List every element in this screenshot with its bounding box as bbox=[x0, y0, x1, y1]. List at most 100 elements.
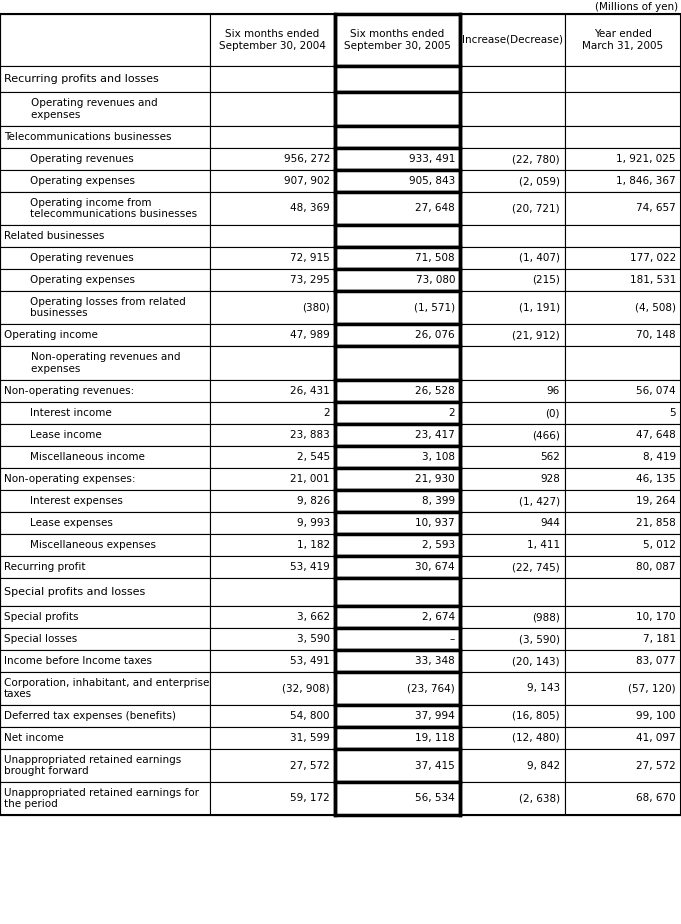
Bar bbox=[0, 749, 210, 782]
Bar bbox=[565, 512, 681, 534]
Text: Operating revenues and
    expenses: Operating revenues and expenses bbox=[18, 98, 157, 120]
Bar bbox=[335, 380, 460, 402]
Bar bbox=[0, 402, 210, 424]
Bar bbox=[565, 66, 681, 92]
Bar bbox=[565, 749, 681, 782]
Text: 905, 843: 905, 843 bbox=[409, 176, 455, 186]
Bar bbox=[335, 446, 460, 468]
Text: 19, 264: 19, 264 bbox=[636, 496, 676, 506]
Text: 177, 022: 177, 022 bbox=[630, 253, 676, 263]
Text: Year ended
March 31, 2005: Year ended March 31, 2005 bbox=[582, 29, 663, 51]
Bar bbox=[210, 556, 335, 578]
Text: 70, 148: 70, 148 bbox=[636, 330, 676, 340]
Text: Interest expenses: Interest expenses bbox=[4, 496, 123, 506]
Bar bbox=[210, 380, 335, 402]
Bar bbox=[565, 192, 681, 225]
Bar bbox=[210, 534, 335, 556]
Text: 59, 172: 59, 172 bbox=[290, 794, 330, 804]
Bar bbox=[0, 192, 210, 225]
Bar bbox=[460, 512, 565, 534]
Text: Recurring profits and losses: Recurring profits and losses bbox=[4, 74, 159, 84]
Bar bbox=[335, 727, 460, 749]
Bar bbox=[0, 247, 210, 269]
Bar bbox=[565, 727, 681, 749]
Text: (1, 191): (1, 191) bbox=[519, 302, 560, 312]
Text: Operating revenues: Operating revenues bbox=[4, 154, 133, 164]
Bar bbox=[335, 14, 460, 66]
Bar bbox=[335, 247, 460, 269]
Bar bbox=[210, 192, 335, 225]
Text: 80, 087: 80, 087 bbox=[637, 562, 676, 572]
Bar bbox=[335, 727, 460, 749]
Bar bbox=[0, 269, 210, 291]
Text: Lease income: Lease income bbox=[4, 430, 101, 440]
Bar bbox=[210, 749, 335, 782]
Bar bbox=[565, 650, 681, 672]
Text: Non-operating revenues:: Non-operating revenues: bbox=[4, 386, 134, 396]
Bar bbox=[335, 92, 460, 126]
Bar bbox=[210, 324, 335, 346]
Text: 928: 928 bbox=[540, 474, 560, 484]
Bar bbox=[335, 424, 460, 446]
Text: 2: 2 bbox=[448, 408, 455, 418]
Text: 21, 858: 21, 858 bbox=[636, 518, 676, 528]
Text: 2, 674: 2, 674 bbox=[422, 612, 455, 622]
Bar bbox=[565, 126, 681, 148]
Bar bbox=[210, 468, 335, 490]
Bar bbox=[335, 705, 460, 727]
Text: 48, 369: 48, 369 bbox=[290, 203, 330, 213]
Bar bbox=[460, 490, 565, 512]
Text: 83, 077: 83, 077 bbox=[636, 656, 676, 666]
Text: 5: 5 bbox=[669, 408, 676, 418]
Text: 8, 399: 8, 399 bbox=[422, 496, 455, 506]
Text: 26, 431: 26, 431 bbox=[290, 386, 330, 396]
Text: 31, 599: 31, 599 bbox=[290, 733, 330, 743]
Bar bbox=[210, 446, 335, 468]
Bar bbox=[565, 92, 681, 126]
Text: 72, 915: 72, 915 bbox=[290, 253, 330, 263]
Bar bbox=[565, 782, 681, 815]
Text: Six months ended
September 30, 2004: Six months ended September 30, 2004 bbox=[219, 29, 326, 51]
Text: 47, 648: 47, 648 bbox=[636, 430, 676, 440]
Text: 56, 534: 56, 534 bbox=[415, 794, 455, 804]
Bar bbox=[565, 556, 681, 578]
Bar bbox=[460, 126, 565, 148]
Bar bbox=[335, 346, 460, 380]
Bar bbox=[335, 749, 460, 782]
Text: 181, 531: 181, 531 bbox=[630, 275, 676, 285]
Text: 27, 572: 27, 572 bbox=[636, 760, 676, 771]
Text: 96: 96 bbox=[547, 386, 560, 396]
Bar bbox=[335, 380, 460, 402]
Bar bbox=[460, 446, 565, 468]
Text: 26, 076: 26, 076 bbox=[415, 330, 455, 340]
Bar bbox=[335, 556, 460, 578]
Bar bbox=[335, 192, 460, 225]
Bar bbox=[335, 468, 460, 490]
Bar bbox=[460, 324, 565, 346]
Text: 74, 657: 74, 657 bbox=[636, 203, 676, 213]
Bar bbox=[210, 512, 335, 534]
Bar bbox=[335, 490, 460, 512]
Text: 73, 080: 73, 080 bbox=[415, 275, 455, 285]
Bar bbox=[460, 628, 565, 650]
Bar bbox=[210, 14, 335, 66]
Text: (466): (466) bbox=[532, 430, 560, 440]
Text: 33, 348: 33, 348 bbox=[415, 656, 455, 666]
Bar bbox=[335, 650, 460, 672]
Text: (2, 059): (2, 059) bbox=[519, 176, 560, 186]
Bar bbox=[210, 705, 335, 727]
Bar bbox=[0, 148, 210, 170]
Bar bbox=[210, 269, 335, 291]
Text: 9, 842: 9, 842 bbox=[527, 760, 560, 771]
Bar bbox=[0, 556, 210, 578]
Bar bbox=[335, 705, 460, 727]
Text: 37, 994: 37, 994 bbox=[415, 711, 455, 721]
Text: Lease expenses: Lease expenses bbox=[4, 518, 113, 528]
Bar bbox=[460, 380, 565, 402]
Bar bbox=[0, 446, 210, 468]
Bar bbox=[335, 346, 460, 380]
Text: (3, 590): (3, 590) bbox=[519, 634, 560, 644]
Bar bbox=[565, 534, 681, 556]
Bar bbox=[460, 14, 565, 66]
Bar bbox=[335, 628, 460, 650]
